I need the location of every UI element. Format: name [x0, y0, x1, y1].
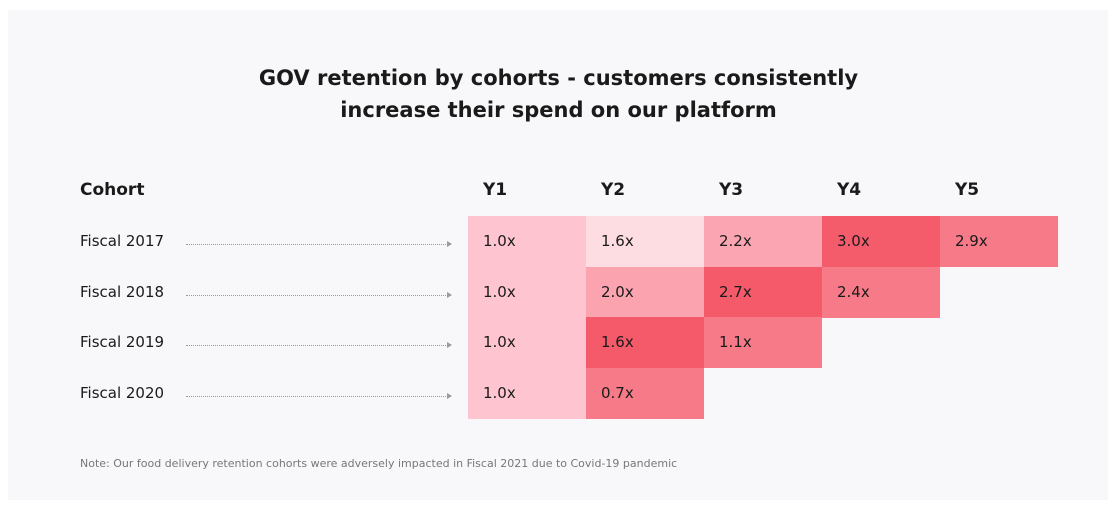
title: GOV retention by cohorts - customers con…: [258, 66, 859, 90]
arrow: [447, 241, 452, 247]
row-header: Cohort: [80, 180, 145, 200]
leader-line: [186, 244, 448, 245]
leader-line: [186, 345, 448, 347]
cell: 2.0x: [586, 266, 704, 318]
row-label: Fiscal 2020: [80, 383, 165, 402]
cell: 2.7x: [704, 266, 822, 318]
column-header: Y5: [955, 180, 980, 200]
cell: 1.1x: [704, 317, 822, 369]
cell: 0.7x: [586, 367, 704, 419]
arrow: [447, 291, 452, 298]
leader-line: [186, 294, 448, 296]
cell: 1.6x: [586, 216, 704, 267]
column-header: Y2: [601, 180, 626, 200]
footnote: Note: Our food delivery retention cohort…: [80, 457, 678, 470]
cell: 2.9x: [940, 216, 1058, 267]
column-header: Y1: [483, 180, 508, 200]
leader-line: [186, 395, 448, 397]
cell: 1.6x: [586, 317, 704, 369]
column-header: Y4: [837, 180, 862, 200]
row-label: Fiscal 2018: [80, 282, 165, 301]
row-label: Fiscal 2017: [80, 232, 165, 250]
cell: 1.0x: [468, 266, 586, 318]
cell: 3.0x: [822, 216, 940, 267]
cell: 1.0x: [468, 216, 586, 267]
arrow: [447, 392, 452, 399]
cell: 2.4x: [822, 266, 940, 318]
cell: 2.2x: [704, 216, 822, 267]
row-label: Fiscal 2019: [80, 333, 165, 352]
cell: 1.0x: [468, 317, 586, 369]
column-header: Y3: [719, 180, 744, 200]
title: increase their spend on our platform: [340, 98, 777, 122]
arrow: [447, 342, 452, 349]
cell: 1.0x: [468, 367, 586, 419]
